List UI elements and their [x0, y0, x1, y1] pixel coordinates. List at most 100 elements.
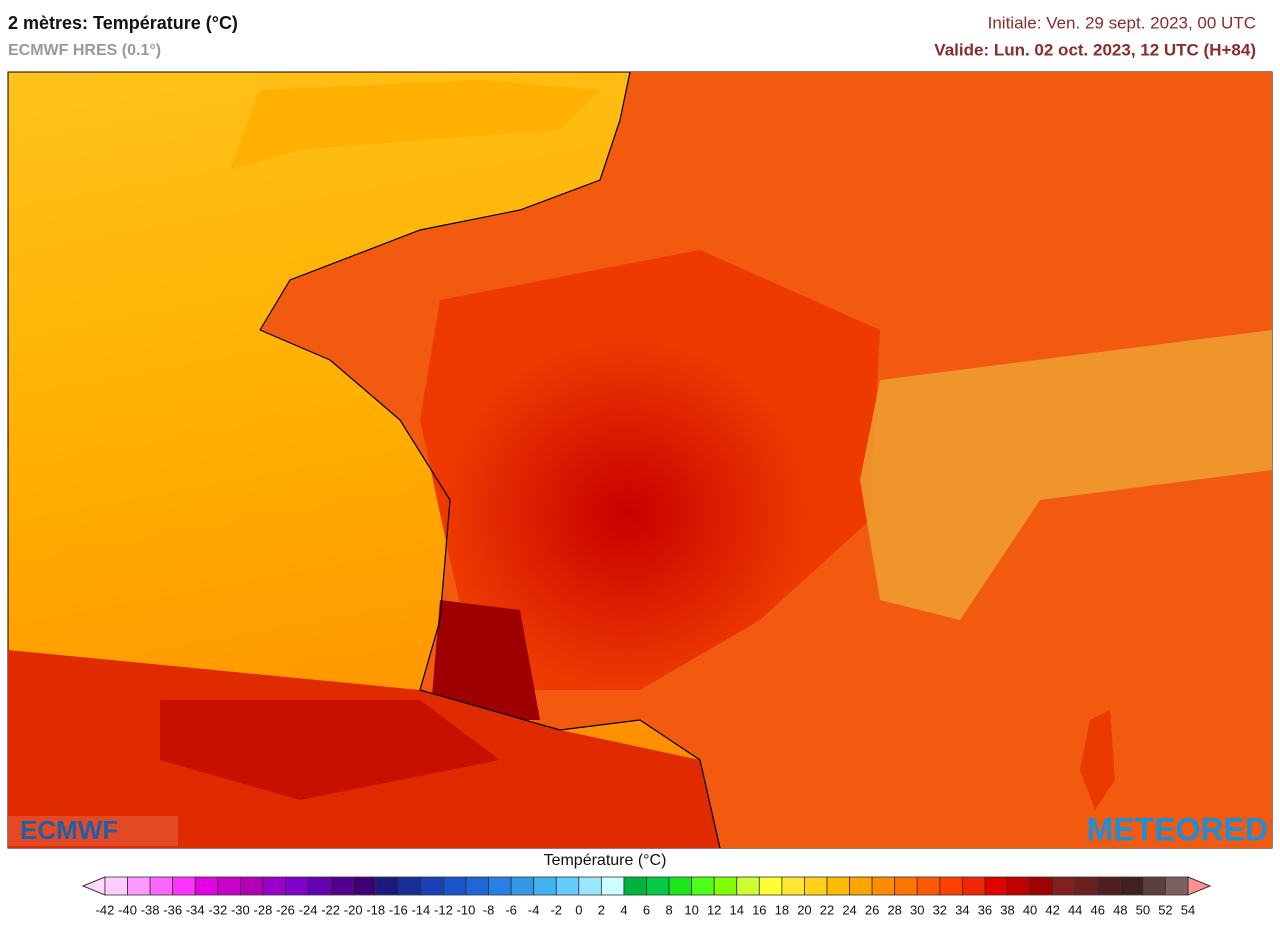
colorbar-bin	[939, 876, 963, 896]
colorbar-bin	[194, 876, 219, 896]
alps	[860, 330, 1272, 620]
colorbar-bin	[510, 876, 535, 896]
colorbar-tick-label: 52	[1158, 902, 1172, 917]
colorbar-bin	[127, 876, 151, 896]
legend-title: Température (°C)	[544, 852, 667, 869]
colorbar-bin	[600, 876, 625, 896]
colorbar-tick-label: 36	[978, 902, 992, 917]
colorbar-tick-label: -12	[434, 902, 453, 917]
colorbar-bin	[1052, 876, 1076, 896]
colorbar-tick-label: -20	[344, 902, 363, 917]
colorbar-tick-label: 30	[910, 902, 924, 917]
colorbar-tick-label: -14	[411, 902, 430, 917]
landes	[430, 600, 540, 720]
colorbar-bin	[465, 876, 489, 896]
colorbar-tick-label: -18	[366, 902, 385, 917]
colorbar-tick-label: -28	[254, 902, 273, 917]
colorbar-tick-label: -26	[276, 902, 295, 917]
colorbar-tick-label: -40	[118, 902, 137, 917]
colorbar-bin	[149, 876, 174, 896]
colorbar-tick-label: 24	[842, 902, 856, 917]
colorbar-tick-label: -10	[457, 902, 476, 917]
colorbar-bin	[420, 876, 444, 896]
colorbar-end	[1187, 876, 1212, 896]
colorbar-bin	[826, 876, 850, 896]
valid-time: Valide: Lun. 02 oct. 2023, 12 UTC (H+84)	[934, 40, 1256, 59]
colorbar-tick-label: 46	[1091, 902, 1105, 917]
colorbar-tick-label: -32	[208, 902, 227, 917]
colorbar-bin	[488, 876, 512, 896]
colorbar-tick-label: 8	[665, 902, 672, 917]
colorbar-tick-label: -30	[231, 902, 250, 917]
colorbar-bin	[736, 876, 760, 896]
colorbar-bin	[1074, 876, 1099, 896]
colorbar-tick-label: 12	[707, 902, 721, 917]
colorbar-tick-label: -6	[505, 902, 517, 917]
coastline	[259, 329, 721, 849]
england	[230, 80, 600, 170]
colorbar-bin	[352, 876, 377, 896]
colorbar-tick-label: 40	[1023, 902, 1037, 917]
colorbar-bin	[1007, 876, 1031, 896]
logo-bg	[8, 816, 178, 846]
colorbar-bin	[533, 876, 557, 896]
colorbar-tick-label: -34	[186, 902, 205, 917]
colorbar-bin	[916, 876, 941, 896]
colorbar-bin	[217, 876, 241, 896]
colorbar-bin	[1029, 876, 1054, 896]
colorbar-tick-label: 26	[865, 902, 879, 917]
colorbar-bin	[849, 876, 873, 896]
colorbar-tick-label: 42	[1045, 902, 1059, 917]
colorbar-bin	[172, 876, 196, 896]
subtitle: ECMWF HRES (0.1°)	[8, 42, 161, 59]
colorbar-bin	[894, 876, 918, 896]
colorbar-bin	[623, 876, 647, 896]
colorbar-tick-label: -36	[163, 902, 182, 917]
colorbar-bin	[984, 876, 1008, 896]
colorbar-bin	[804, 876, 828, 896]
colorbar-bin	[646, 876, 670, 896]
colorbar-tick-label: 34	[955, 902, 969, 917]
colorbar-tick-label: 18	[775, 902, 789, 917]
colorbar-bin	[578, 876, 602, 896]
colorbar-bin	[330, 876, 354, 896]
colorbar: -42 -40 -38 -36 -34 -32 -30 -28 -26 -24 -22 -20 -18-…	[81, 876, 1212, 917]
colorbar-tick-label: -22	[321, 902, 340, 917]
colorbar-bin	[397, 876, 422, 896]
colorbar-bin	[285, 876, 309, 896]
colorbar-tick-label: -16	[389, 902, 408, 917]
colorbar-tick-label: 20	[797, 902, 811, 917]
colorbar-bin	[1142, 876, 1166, 896]
colorbar-tick-label: 4	[620, 902, 627, 917]
colorbar-bin	[713, 876, 738, 896]
colorbar-tick-label: -38	[141, 902, 160, 917]
colorbar-tick-label: -4	[528, 902, 540, 917]
colorbar-tick-label: -2	[550, 902, 562, 917]
colorbar-tick-label: -8	[483, 902, 495, 917]
init-time: Initiale: Ven. 29 sept. 2023, 00 UTC	[988, 13, 1256, 32]
colorbar-bin	[555, 876, 580, 896]
colorbar-bin	[691, 876, 715, 896]
logo-meteored: METEORED	[1087, 811, 1268, 847]
land-center	[420, 250, 880, 690]
colorbar-tick-label: -24	[299, 902, 318, 917]
colorbar-tick-label: 50	[1136, 902, 1150, 917]
colorbar-bin	[104, 876, 128, 896]
colorbar-tick-label: 28	[887, 902, 901, 917]
corsica	[1080, 710, 1115, 810]
colorbar-tick-label: 2	[598, 902, 605, 917]
title: 2 mètres: Température (°C)	[8, 13, 238, 33]
colorbar-bin	[961, 876, 986, 896]
colorbar-tick-label: 16	[752, 902, 766, 917]
colorbar-bin	[781, 876, 805, 896]
colorbar-bin	[307, 876, 332, 896]
colorbar-bin	[443, 876, 467, 896]
colorbar-bin	[668, 876, 693, 896]
colorbar-tick-label: 0	[575, 902, 582, 917]
colorbar-tick-label: 48	[1113, 902, 1127, 917]
colorbar-tick-label: 44	[1068, 902, 1082, 917]
colorbar-bin	[871, 876, 896, 896]
logo-ecmwf: ECMWF	[20, 815, 118, 845]
colorbar-tick-label: 38	[1000, 902, 1014, 917]
